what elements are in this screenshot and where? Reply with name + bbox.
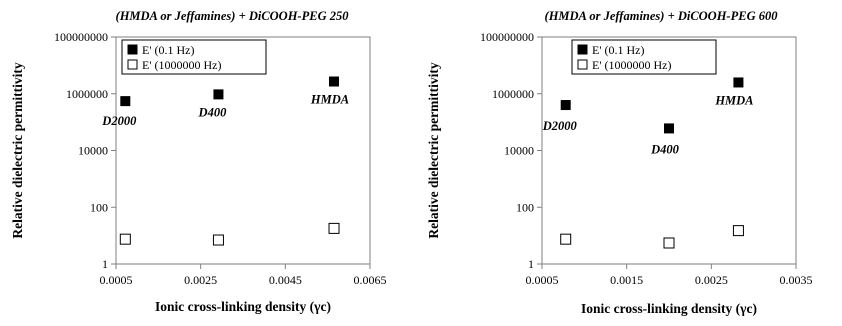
data-point-low-freq [213,89,224,100]
point-label: D2000 [542,119,578,133]
x-tick-label: 0.0015 [610,273,643,287]
y-tick-label: 100 [90,200,108,214]
x-tick-label: 0.0005 [100,273,133,287]
data-point-high-freq [119,233,131,245]
point-label: D2000 [101,114,137,128]
data-point-low-freq [664,123,674,134]
legend-box [121,39,267,75]
chart-title: (HMDA or Jeffamines) + DiCOOH-PEG 600 [545,9,779,23]
y-axis-label: Relative dielectric permittivity [426,62,441,238]
y-tick-label: 10000 [78,144,108,158]
data-point-high-freq [212,234,224,246]
y-tick-label: 100000000 [54,30,108,44]
y-tick-label: 1000000 [66,87,108,101]
legend-marker [577,59,588,70]
legend-marker [127,59,138,70]
chart-2: (HMDA or Jeffamines) + DiCOOH-PEG 600 1 10… [426,9,813,316]
x-axis-label: Ionic cross-linking density (γc) [581,301,757,316]
legend-marker [127,44,138,55]
data-point-high-freq [663,237,675,249]
data-point-high-freq [560,233,572,245]
chart-title: (HMDA or Jeffamines) + DiCOOH-PEG 250 [116,9,350,23]
x-tick-label: 0.0065 [354,273,387,287]
point-label: HMDA [310,93,349,107]
data-point-high-freq [732,225,744,237]
y-tick-label: 100000000 [480,30,534,44]
x-tick-label: 0.0035 [780,273,813,287]
legend-box [571,39,717,75]
y-tick-label: 1000000 [492,87,534,101]
data-point-high-freq [328,222,340,234]
data-point-low-freq [733,77,744,88]
data-point-low-freq [560,100,571,111]
y-tick-label: 1 [528,257,534,271]
legend-entry: E' (0.1 Hz) [142,43,194,57]
point-label: D400 [198,105,228,119]
y-tick-label: 100 [516,200,534,214]
point-label: D400 [650,142,680,156]
y-axis-label: Relative dielectric permittivity [10,62,25,238]
legend-entry: E' (1000000 Hz) [142,58,221,72]
x-tick-label: 0.0045 [269,273,302,287]
x-axis-label: Ionic cross-linking density (γc) [155,299,331,314]
y-tick-label: 1 [102,257,108,271]
x-tick-label: 0.0025 [695,273,728,287]
x-tick-label: 0.0025 [184,273,217,287]
x-tick-label: 0.0005 [526,273,559,287]
chart-1: (HMDA or Jeffamines) + DiCOOH-PEG 250 1 10… [10,9,387,314]
data-point-low-freq [329,76,340,87]
data-point-low-freq [120,96,131,107]
point-label: HMDA [714,93,753,107]
legend-entry: E' (1000000 Hz) [592,58,671,72]
legend-marker [577,44,588,55]
y-tick-label: 10000 [504,144,534,158]
legend-entry: E' (0.1 Hz) [592,43,644,57]
